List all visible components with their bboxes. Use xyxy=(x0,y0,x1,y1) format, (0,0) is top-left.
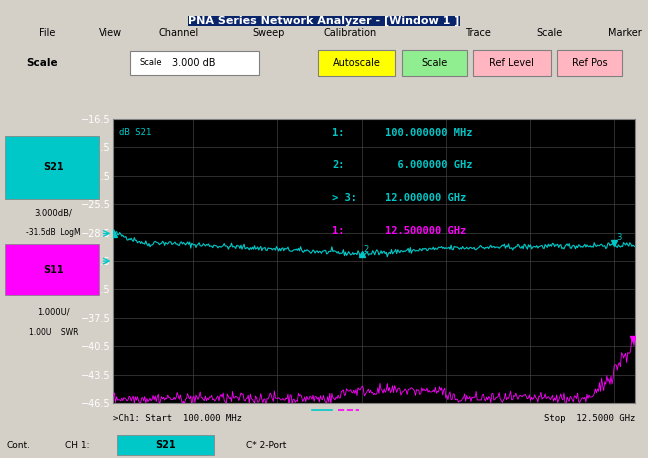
Text: Stop  12.5000 GHz: Stop 12.5000 GHz xyxy=(544,414,635,423)
Text: 3.000 dB: 3.000 dB xyxy=(172,58,215,68)
Text: Autoscale: Autoscale xyxy=(332,58,380,68)
Text: Trace: Trace xyxy=(465,28,491,38)
Text: View: View xyxy=(98,28,122,38)
FancyBboxPatch shape xyxy=(402,49,467,76)
FancyBboxPatch shape xyxy=(5,244,99,295)
Text: PNA Series Network Analyzer - [Window 1 ]: PNA Series Network Analyzer - [Window 1 … xyxy=(189,16,459,26)
FancyBboxPatch shape xyxy=(318,49,395,76)
Text: S21: S21 xyxy=(155,441,176,450)
Text: > 3:: > 3: xyxy=(332,193,358,203)
Text: Scale: Scale xyxy=(139,59,162,67)
Text: C* 2-Port: C* 2-Port xyxy=(246,441,286,450)
Text: Sweep: Sweep xyxy=(253,28,285,38)
FancyBboxPatch shape xyxy=(473,49,551,76)
Text: S21: S21 xyxy=(43,162,64,172)
Text: Channel: Channel xyxy=(158,28,198,38)
Text: S11: S11 xyxy=(43,265,64,275)
Text: dB S21: dB S21 xyxy=(119,128,151,136)
Text: 12.500000 GHz: 12.500000 GHz xyxy=(385,225,466,235)
Text: 1.000U/: 1.000U/ xyxy=(37,308,70,316)
Text: 2: 2 xyxy=(364,245,369,254)
Text: 1:: 1: xyxy=(332,128,345,137)
Text: Scale: Scale xyxy=(26,58,58,68)
Text: Ref Level: Ref Level xyxy=(489,58,535,68)
Text: Calibration: Calibration xyxy=(324,28,377,38)
Text: Marker: Marker xyxy=(608,28,642,38)
Text: Scale: Scale xyxy=(421,58,447,68)
Text: 12.000000 GHz: 12.000000 GHz xyxy=(385,193,466,203)
Text: Ref Pos: Ref Pos xyxy=(572,58,607,68)
Text: File: File xyxy=(39,28,55,38)
Text: 3: 3 xyxy=(616,233,621,242)
Text: 1.00U    SWR: 1.00U SWR xyxy=(29,327,78,337)
FancyBboxPatch shape xyxy=(557,49,622,76)
Text: 1:: 1: xyxy=(332,225,345,235)
Text: 6.000000 GHz: 6.000000 GHz xyxy=(385,160,472,170)
Text: >Ch1: Start  100.000 MHz: >Ch1: Start 100.000 MHz xyxy=(113,414,242,423)
Text: -31.5dB  LogM: -31.5dB LogM xyxy=(26,228,81,237)
Text: 2:: 2: xyxy=(332,160,345,170)
FancyBboxPatch shape xyxy=(130,51,259,75)
Text: CH 1:: CH 1: xyxy=(65,441,89,450)
Text: 100.000000 MHz: 100.000000 MHz xyxy=(385,128,472,137)
Text: Scale: Scale xyxy=(537,28,563,38)
FancyBboxPatch shape xyxy=(5,136,99,199)
Text: Cont.: Cont. xyxy=(6,441,30,450)
Text: 3.000dB/: 3.000dB/ xyxy=(34,208,73,217)
FancyBboxPatch shape xyxy=(117,435,214,455)
